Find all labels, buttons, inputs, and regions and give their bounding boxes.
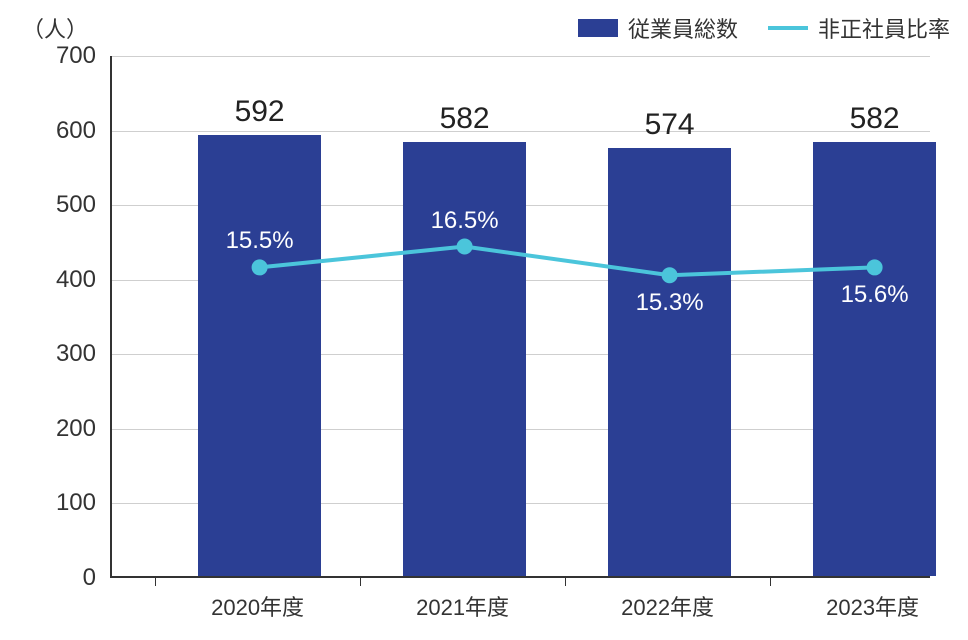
legend-line-label: 非正社員比率 bbox=[818, 12, 950, 44]
legend-item-bar: 従業員総数 bbox=[578, 12, 738, 44]
bar-value-label: 592 bbox=[235, 95, 285, 129]
line-value-label: 15.6% bbox=[841, 281, 909, 309]
plot-area: 592 582 574 582 15.5% 16.5% 15.3% 15.6% bbox=[110, 56, 930, 578]
y-axis-unit-label: （人） bbox=[22, 12, 88, 44]
x-tick-mark bbox=[565, 578, 566, 586]
line-value-label: 15.5% bbox=[226, 227, 294, 255]
bar bbox=[198, 135, 321, 576]
bar-value-label: 582 bbox=[850, 102, 900, 136]
y-tick-label: 100 bbox=[56, 489, 96, 517]
y-tick-label: 200 bbox=[56, 415, 96, 443]
x-tick-label: 2021年度 bbox=[416, 590, 509, 622]
legend-swatch-bar-icon bbox=[578, 19, 618, 37]
x-tick-label: 2023年度 bbox=[826, 590, 919, 622]
employee-chart: （人） 従業員総数 非正社員比率 0100200300400500600700 … bbox=[0, 0, 968, 640]
chart-legend: 従業員総数 非正社員比率 bbox=[578, 12, 950, 44]
gridline bbox=[112, 56, 930, 57]
y-tick-label: 600 bbox=[56, 117, 96, 145]
legend-swatch-line-icon bbox=[768, 26, 808, 30]
legend-bar-label: 従業員総数 bbox=[628, 12, 738, 44]
y-tick-label: 300 bbox=[56, 340, 96, 368]
legend-item-line: 非正社員比率 bbox=[768, 12, 950, 44]
bar-value-label: 582 bbox=[440, 102, 490, 136]
line-series-path bbox=[260, 247, 875, 276]
line-value-label: 16.5% bbox=[431, 207, 499, 235]
x-tick-mark bbox=[155, 578, 156, 586]
y-tick-label: 400 bbox=[56, 266, 96, 294]
y-axis-ticks: 0100200300400500600700 bbox=[0, 56, 110, 578]
x-tick-mark bbox=[770, 578, 771, 586]
x-tick-label: 2020年度 bbox=[211, 590, 304, 622]
x-tick-mark bbox=[360, 578, 361, 586]
y-tick-label: 500 bbox=[56, 191, 96, 219]
bar bbox=[813, 142, 936, 576]
x-axis-ticks: 2020年度 2021年度 2022年度 2023年度 bbox=[110, 590, 930, 630]
bar bbox=[608, 148, 731, 576]
y-tick-label: 0 bbox=[83, 564, 96, 592]
bar-value-label: 574 bbox=[645, 108, 695, 142]
y-tick-label: 700 bbox=[56, 42, 96, 70]
line-value-label: 15.3% bbox=[636, 289, 704, 317]
gridline bbox=[112, 131, 930, 132]
x-tick-label: 2022年度 bbox=[621, 590, 714, 622]
